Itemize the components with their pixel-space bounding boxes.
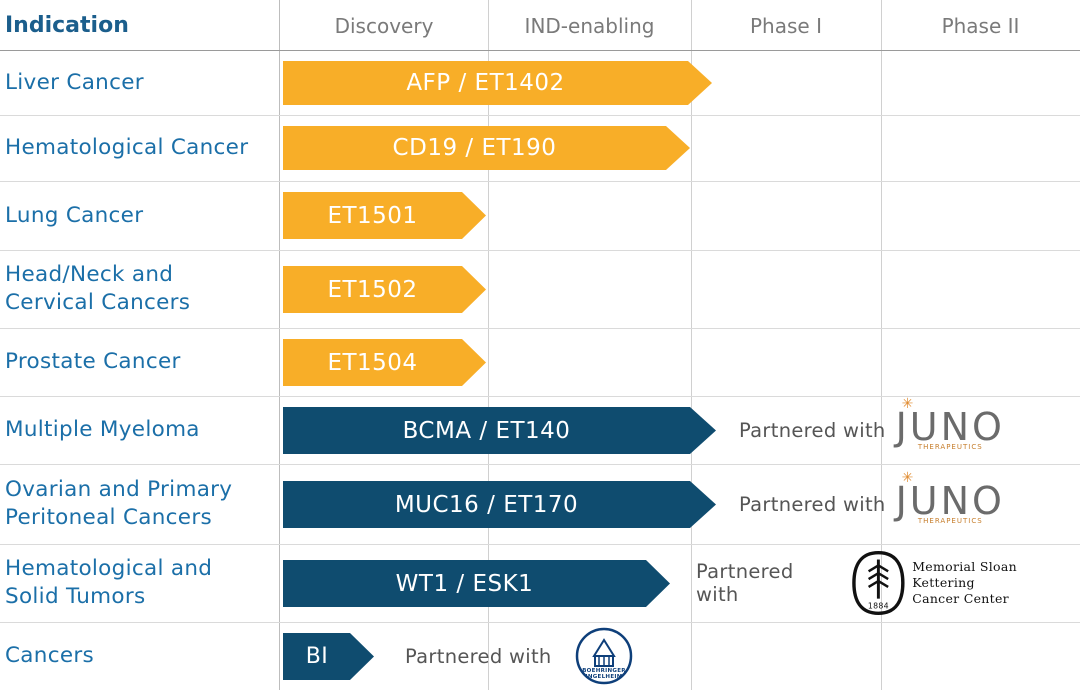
msk-wordmark: Memorial Sloan Kettering Cancer Center <box>912 559 1080 607</box>
indication-label: Liver Cancer <box>5 69 144 95</box>
bi-line-2: INGELHEIM <box>585 674 622 680</box>
grid-line-horizontal <box>0 328 1080 329</box>
indication-label: Head/Neck and Cervical Cancers <box>5 262 191 315</box>
juno-therapeutics-logo: ✳ JUNO THERAPEUTICS <box>895 471 1005 525</box>
juno-wordmark: JUNO <box>895 479 1005 523</box>
boehringer-ingelheim-logo: BOEHRINGER INGELHEIM <box>574 626 634 686</box>
grid-line-horizontal <box>0 181 1080 182</box>
grid-line-vertical <box>881 0 882 690</box>
msk-year: 1884 <box>868 601 889 610</box>
program-label: ET1504 <box>327 349 418 376</box>
juno-star-icon: ✳ <box>901 470 914 486</box>
bi-line-1: BOEHRINGER <box>582 668 626 674</box>
juno-therapeutics-logo: ✳ JUNO THERAPEUTICS <box>895 397 1005 451</box>
partner-info: Partnered with ✳ JUNO THERAPEUTICS <box>739 464 1005 544</box>
msk-emblem-icon: 1884 <box>852 550 905 616</box>
grid-line-horizontal <box>0 250 1080 251</box>
grid-line-horizontal <box>0 464 1080 465</box>
program-label: WT1 / ESK1 <box>395 570 534 597</box>
grid-line-horizontal <box>0 50 1080 51</box>
partner-info: Partnered with ✳ JUNO THERAPEUTICS <box>739 396 1005 464</box>
program-label: BCMA / ET140 <box>402 417 571 444</box>
partner-label: Partnered with <box>696 560 794 606</box>
grid-line-horizontal <box>0 622 1080 623</box>
partner-label: Partnered with <box>739 492 886 516</box>
indication-label: Lung Cancer <box>5 202 144 228</box>
header-phase-1: Phase I <box>750 14 822 38</box>
indication-label: Ovarian and Primary Peritoneal Cancers <box>5 477 233 530</box>
indication-label: Multiple Myeloma <box>5 417 200 442</box>
program-label: CD19 / ET190 <box>392 135 557 161</box>
memorial-sloan-kettering-logo: 1884 Memorial Sloan Kettering Cancer Cente… <box>851 549 1080 617</box>
indication-label: Cancers <box>5 643 95 668</box>
grid-line-vertical <box>691 0 692 690</box>
juno-tagline: THERAPEUTICS <box>917 443 983 451</box>
header-indication: Indication <box>5 13 129 38</box>
juno-star-icon: ✳ <box>901 396 914 412</box>
program-label: MUC16 / ET170 <box>394 491 579 518</box>
grid-line-horizontal <box>0 115 1080 116</box>
indication-label: Hematological and Solid Tumors <box>5 556 213 609</box>
program-label: AFP / ET1402 <box>406 70 565 96</box>
grid-line-horizontal <box>0 396 1080 397</box>
msk-line-1: Memorial Sloan Kettering <box>912 559 1017 590</box>
header-phase-2: Phase II <box>941 14 1020 38</box>
indication-label: Hematological Cancer <box>5 135 249 160</box>
grid-line-vertical <box>488 0 489 690</box>
partner-info: Partnered with BOEHRINGER INGELHEIM <box>405 622 634 690</box>
program-label: ET1501 <box>327 202 418 229</box>
header-discovery: Discovery <box>334 14 434 38</box>
header-ind-enabling: IND-enabling <box>524 14 655 38</box>
msk-line-2: Cancer Center <box>912 591 1009 606</box>
program-label: BI <box>305 644 329 669</box>
grid-line-vertical <box>279 0 280 690</box>
indication-label: Prostate Cancer <box>5 349 181 374</box>
partner-label: Partnered with <box>739 418 886 442</box>
program-label: ET1502 <box>327 276 418 303</box>
partner-info: Partnered with 1884 Memorial Sloan Ketteri… <box>696 544 1080 622</box>
juno-tagline: THERAPEUTICS <box>917 517 983 525</box>
partner-label: Partnered with <box>405 644 552 668</box>
juno-wordmark: JUNO <box>895 405 1005 449</box>
grid-line-horizontal <box>0 544 1080 545</box>
